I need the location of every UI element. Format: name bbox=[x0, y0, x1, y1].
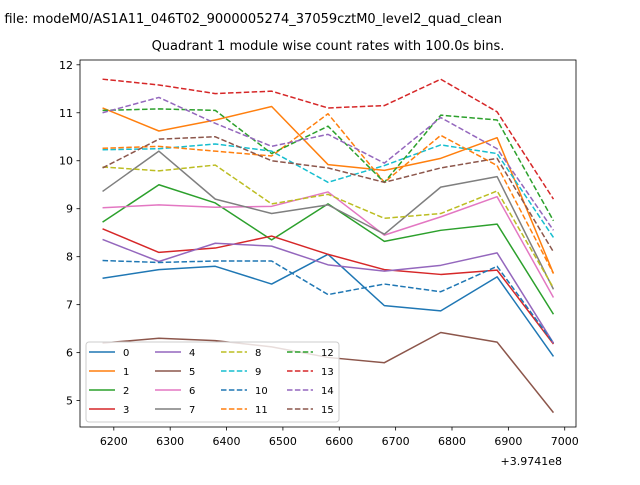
x-tick-label: 6300 bbox=[156, 435, 184, 448]
x-tick-label: 6400 bbox=[213, 435, 241, 448]
y-tick-label: 9 bbox=[66, 203, 73, 216]
series-line-15 bbox=[102, 136, 555, 253]
series-line-10 bbox=[102, 259, 555, 344]
legend-label-11: 11 bbox=[255, 405, 268, 416]
series-line-8 bbox=[102, 164, 555, 289]
y-tick-label: 11 bbox=[59, 107, 73, 120]
legend-label-8: 8 bbox=[255, 348, 261, 359]
legend-label-2: 2 bbox=[123, 386, 129, 397]
series-line-4 bbox=[102, 238, 555, 344]
x-tick-label: 6800 bbox=[438, 435, 466, 448]
series-line-2 bbox=[102, 183, 555, 315]
legend-label-0: 0 bbox=[123, 348, 129, 359]
axes: 6200 6300 6400 6500 6600 6700 6800 6900 7000 5 6 7 8… bbox=[59, 59, 579, 448]
legend-label-3: 3 bbox=[123, 405, 129, 416]
legend-label-4: 4 bbox=[189, 348, 195, 359]
legend-label-1: 1 bbox=[123, 367, 129, 378]
series-line-1 bbox=[102, 105, 555, 274]
chart-title: Quadrant 1 module wise count rates with … bbox=[152, 39, 505, 54]
series-line-6 bbox=[102, 191, 555, 298]
legend-label-12: 12 bbox=[321, 348, 334, 359]
x-tick-label: 6200 bbox=[100, 435, 128, 448]
axes-frame bbox=[79, 59, 577, 428]
y-tick-label: 7 bbox=[66, 299, 73, 312]
x-tick-label: 7000 bbox=[551, 435, 579, 448]
x-tick-label: 6900 bbox=[494, 435, 522, 448]
y-tick-label: 10 bbox=[59, 155, 73, 168]
y-tick-label: 12 bbox=[59, 59, 73, 72]
y-tick-label: 8 bbox=[66, 251, 73, 264]
series-line-13 bbox=[102, 78, 555, 200]
series-group bbox=[102, 78, 555, 414]
legend-label-9: 9 bbox=[255, 367, 261, 378]
legend-label-14: 14 bbox=[321, 386, 334, 397]
legend-box bbox=[85, 341, 340, 423]
y-tick-label: 6 bbox=[66, 347, 73, 360]
series-line-7 bbox=[102, 150, 555, 290]
legend-label-6: 6 bbox=[189, 386, 195, 397]
x-offset-label: +3.9741e8 bbox=[501, 455, 562, 468]
x-tick-label: 6500 bbox=[269, 435, 297, 448]
series-line-12 bbox=[102, 108, 555, 222]
series-line-14 bbox=[102, 96, 555, 231]
y-tick-label: 5 bbox=[66, 395, 73, 408]
legend-label-7: 7 bbox=[189, 405, 195, 416]
series-line-11 bbox=[102, 112, 555, 274]
legend-label-10: 10 bbox=[255, 386, 268, 397]
x-tick-label: 6600 bbox=[325, 435, 353, 448]
suptitle: n file: modeM0/AS1A11_046T02_9000005274_… bbox=[0, 12, 502, 27]
series-line-3 bbox=[102, 228, 555, 345]
legend-label-13: 13 bbox=[321, 367, 334, 378]
x-tick-label: 6700 bbox=[382, 435, 410, 448]
legend-label-15: 15 bbox=[321, 405, 334, 416]
legend-label-5: 5 bbox=[189, 367, 195, 378]
series-line-9 bbox=[102, 143, 555, 238]
